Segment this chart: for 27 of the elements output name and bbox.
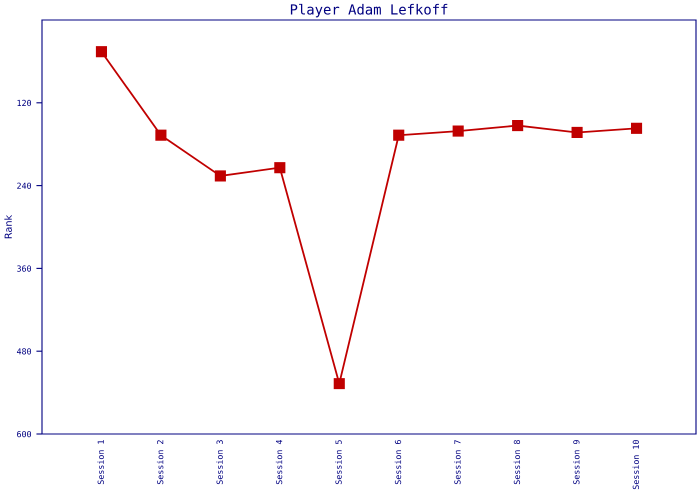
point bbox=[155, 130, 166, 141]
y-axis-title: Rank bbox=[4, 214, 12, 238]
y-tick-label: 120 bbox=[18, 100, 32, 106]
x-tick-label: Session 6 bbox=[394, 440, 402, 484]
x-tick-label: Session 9 bbox=[573, 440, 580, 484]
point bbox=[334, 378, 345, 390]
x-tick-label: Session 10 bbox=[632, 440, 639, 490]
x-tick-label: Session 7 bbox=[454, 440, 461, 484]
x-tick-label: Session 2 bbox=[156, 440, 164, 484]
point bbox=[572, 126, 583, 138]
x-tick-label: Session 1 bbox=[97, 440, 104, 484]
point bbox=[274, 162, 286, 174]
y-tick-label: 600 bbox=[17, 431, 32, 438]
point bbox=[630, 122, 642, 134]
point bbox=[96, 46, 108, 58]
x-tick-label: Session 4 bbox=[276, 440, 282, 484]
point bbox=[214, 170, 226, 182]
x-tick-label: Session 5 bbox=[335, 440, 342, 484]
point bbox=[512, 120, 524, 132]
y-tick-label: 360 bbox=[17, 265, 32, 272]
x-tick-label: Session 8 bbox=[514, 440, 520, 484]
x-tick-label: Session 3 bbox=[216, 440, 223, 484]
point bbox=[393, 130, 404, 141]
chart-title: Player Adam Lefkoff bbox=[290, 4, 448, 18]
y-tick-label: 480 bbox=[16, 348, 32, 355]
y-tick-label: 240 bbox=[17, 182, 32, 189]
point bbox=[452, 126, 464, 137]
